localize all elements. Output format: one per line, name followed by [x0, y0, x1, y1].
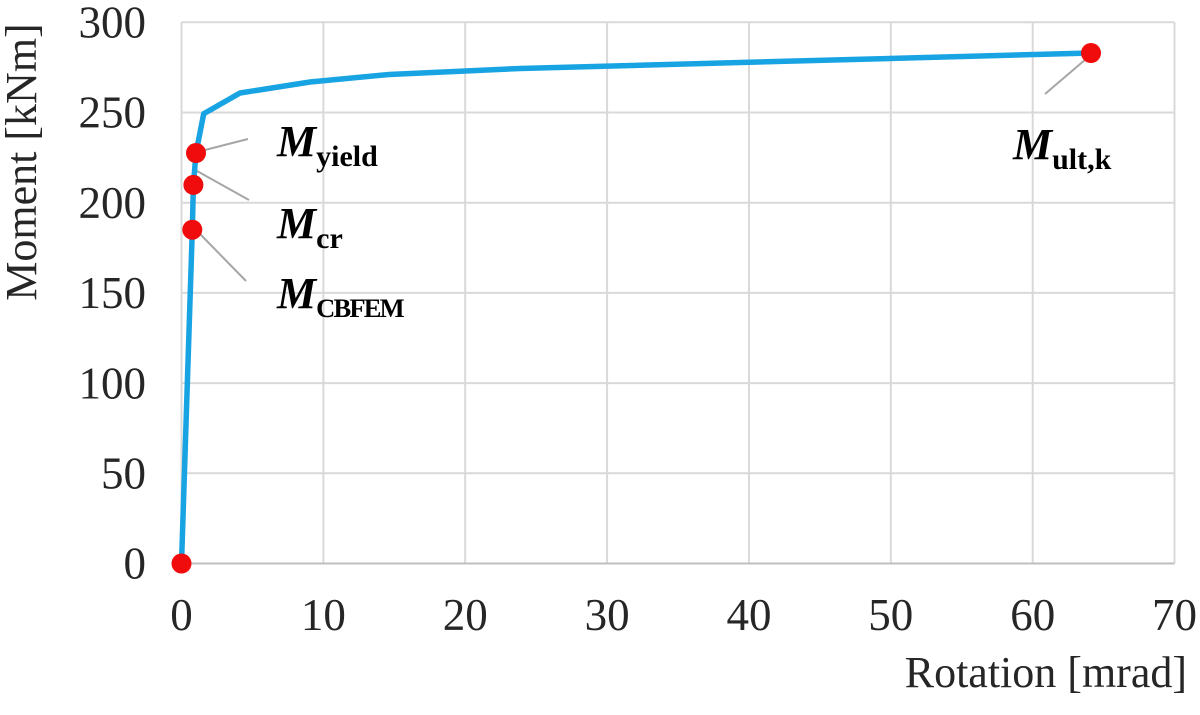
svg-text:200: 200 — [79, 178, 147, 228]
svg-text:70: 70 — [1152, 590, 1197, 640]
svg-text:Moment [kNm]: Moment [kNm] — [0, 23, 46, 300]
svg-text:10: 10 — [301, 590, 346, 640]
svg-text:40: 40 — [727, 590, 772, 640]
svg-text:100: 100 — [79, 358, 147, 408]
svg-text:50: 50 — [868, 590, 913, 640]
svg-text:Mcr: Mcr — [276, 199, 343, 255]
svg-text:0: 0 — [170, 590, 193, 640]
svg-text:50: 50 — [101, 449, 146, 499]
svg-text:300: 300 — [79, 0, 147, 48]
svg-text:MCBFEM: MCBFEM — [276, 269, 405, 323]
svg-text:Mult,k: Mult,k — [1012, 120, 1112, 176]
svg-text:150: 150 — [79, 268, 147, 318]
svg-text:20: 20 — [443, 590, 488, 640]
svg-text:60: 60 — [1010, 590, 1055, 640]
svg-text:0: 0 — [124, 539, 147, 589]
svg-text:30: 30 — [585, 590, 630, 640]
svg-text:Myield: Myield — [276, 117, 378, 173]
svg-text:Rotation [mrad]: Rotation [mrad] — [905, 648, 1187, 697]
svg-text:250: 250 — [79, 88, 147, 138]
